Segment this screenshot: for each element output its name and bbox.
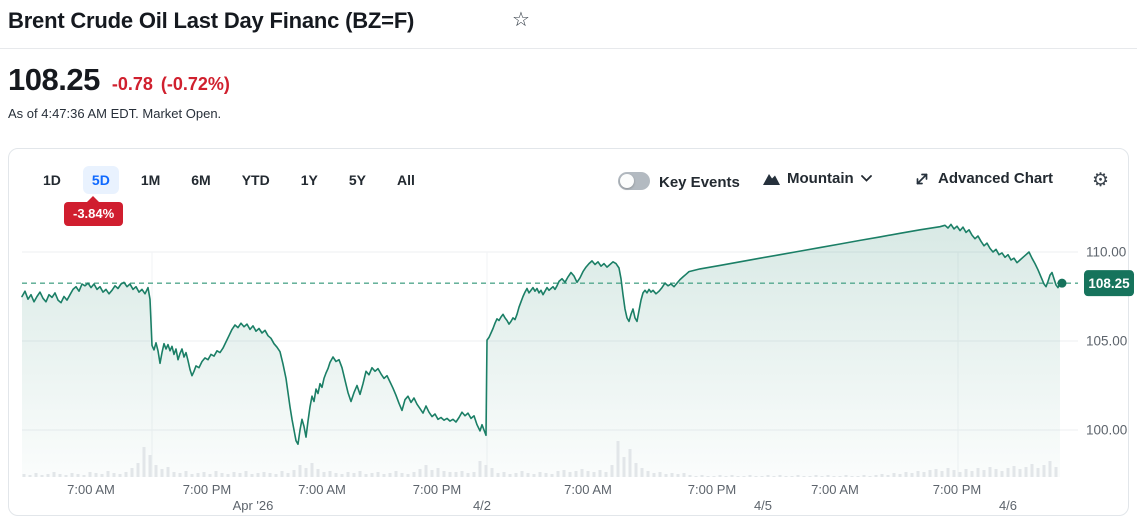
page-title: Brent Crude Oil Last Day Financ (BZ=F) [8,8,415,33]
chart-type-label: Mountain [787,170,854,187]
range-selector: 1D 5D 1M 6M YTD 1Y 5Y All [34,166,424,194]
range-button-6m[interactable]: 6M [182,166,219,194]
current-price: 108.25 [8,62,100,97]
watchlist-star-button[interactable]: ☆ [512,7,530,33]
mountain-icon [763,174,780,185]
chart-card [8,148,1129,516]
range-button-5d[interactable]: 5D [82,166,119,194]
key-events-toggle[interactable] [618,172,650,190]
chart-type-selector[interactable]: Mountain [763,170,872,187]
advanced-chart-label: Advanced Chart [938,170,1054,187]
advanced-chart-button[interactable]: Advanced Chart [914,170,1053,187]
range-button-1m[interactable]: 1M [132,166,169,194]
diagonal-expand-arrows-icon [916,173,928,184]
toggle-knob [620,174,634,188]
badge-caret-up [86,196,100,203]
range-button-ytd[interactable]: YTD [233,166,279,194]
range-button-all[interactable]: All [388,166,424,194]
settings-button[interactable]: ⚙ [1092,169,1109,192]
header-divider [0,48,1137,49]
range-button-1d[interactable]: 1D [34,166,70,194]
star-icon: ☆ [512,9,530,31]
gear-icon: ⚙ [1092,170,1110,191]
range-change-badge: -3.84% [64,196,124,226]
key-events-label: Key Events [659,174,740,191]
range-button-1y[interactable]: 1Y [292,166,327,194]
range-button-5y[interactable]: 5Y [340,166,375,194]
price-change-percent: (-0.72%) [160,74,230,94]
price-change: -0.78 [111,74,153,94]
quote-row: 108.25 -0.78 (-0.72%) [8,62,230,98]
as-of-timestamp: As of 4:47:36 AM EDT. Market Open. [8,106,222,121]
chevron-down-icon [860,175,872,182]
range-change-value: -3.84% [73,206,115,221]
